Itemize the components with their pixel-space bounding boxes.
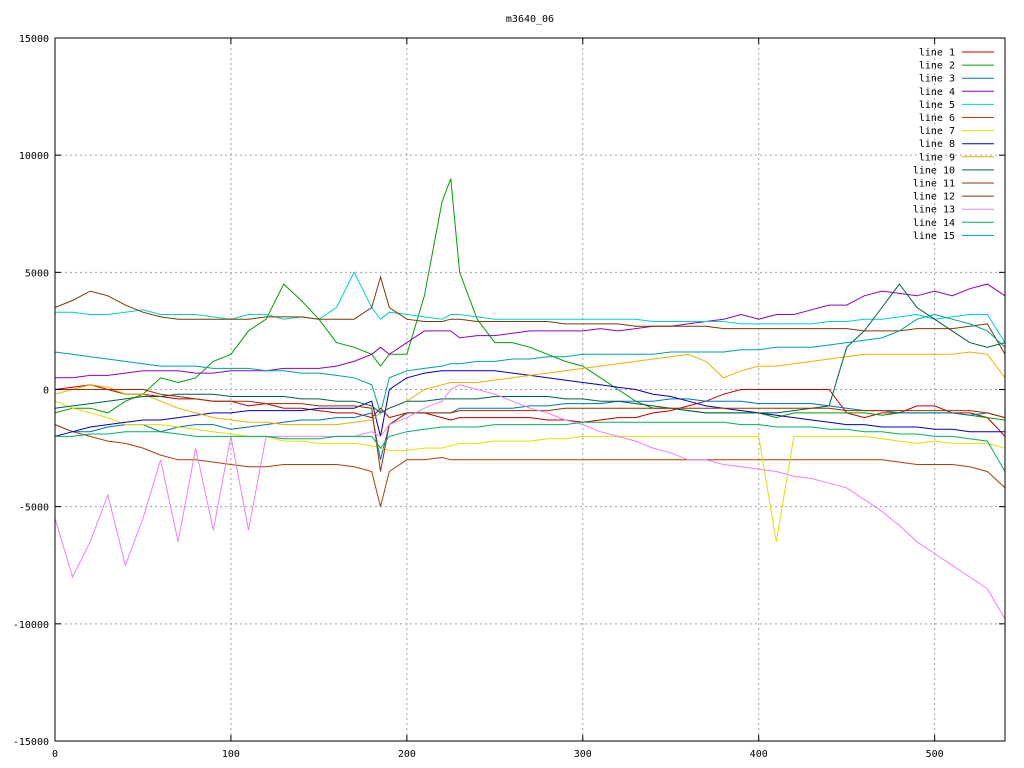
legend-label: line 1 (919, 48, 955, 59)
series-line-11 (55, 389, 1006, 472)
x-tick-label: 200 (398, 749, 416, 760)
legend-label: line 3 (919, 74, 955, 85)
legend-label: line 5 (919, 100, 955, 111)
legend-label: line 13 (913, 205, 955, 216)
legend-label: line 11 (913, 179, 955, 190)
series-line-12 (54, 275, 1006, 355)
legend-label: line 15 (913, 231, 955, 242)
legend-label: line 9 (919, 152, 955, 163)
series-line-8 (54, 370, 1005, 437)
series-line-3 (54, 398, 1006, 460)
y-tick-label: -5000 (19, 503, 49, 514)
y-tick-label: -10000 (13, 620, 49, 631)
y-tick-label: 0 (43, 386, 49, 397)
x-tick-label: 400 (750, 749, 768, 760)
y-tick-label: -15000 (13, 737, 49, 748)
legend-label: line 2 (919, 61, 955, 72)
legend-label: line 12 (913, 192, 955, 203)
y-tick-label: 15000 (19, 34, 49, 45)
legend-label: line 7 (919, 126, 955, 137)
x-tick-label: 0 (52, 749, 58, 760)
grid (55, 38, 1005, 741)
x-tick-label: 300 (574, 749, 592, 760)
series-line-2 (54, 178, 1006, 421)
series-line-4 (55, 283, 1006, 379)
x-tick-label: 500 (926, 749, 944, 760)
series-line-7 (54, 400, 1006, 542)
legend-label: line 14 (913, 218, 955, 229)
series-lines (54, 178, 1006, 620)
legend-label: line 4 (919, 87, 955, 98)
series-line-13 (54, 384, 1006, 620)
series-line-10 (54, 283, 1006, 414)
chart-title: m3640_06 (506, 14, 554, 25)
legend-label: line 6 (919, 113, 955, 124)
series-line-6 (54, 424, 1006, 507)
axis-ticks: 0 100 200 300 400 500 -15000 -10000 -5000 0 5000 10… (13, 34, 1005, 760)
series-line-5 (55, 271, 1006, 343)
legend: line 1 line 2 line 3 line 4 line 5 line 6 line… (913, 48, 994, 242)
series-line-9 (54, 351, 1006, 426)
y-tick-label: 5000 (25, 268, 49, 279)
y-tick-label: 10000 (19, 151, 49, 162)
legend-label: line 10 (913, 165, 955, 176)
series-line-15 (54, 313, 1006, 415)
series-line-14 (55, 421, 1006, 472)
legend-label: line 8 (919, 139, 955, 150)
x-tick-label: 100 (222, 749, 240, 760)
